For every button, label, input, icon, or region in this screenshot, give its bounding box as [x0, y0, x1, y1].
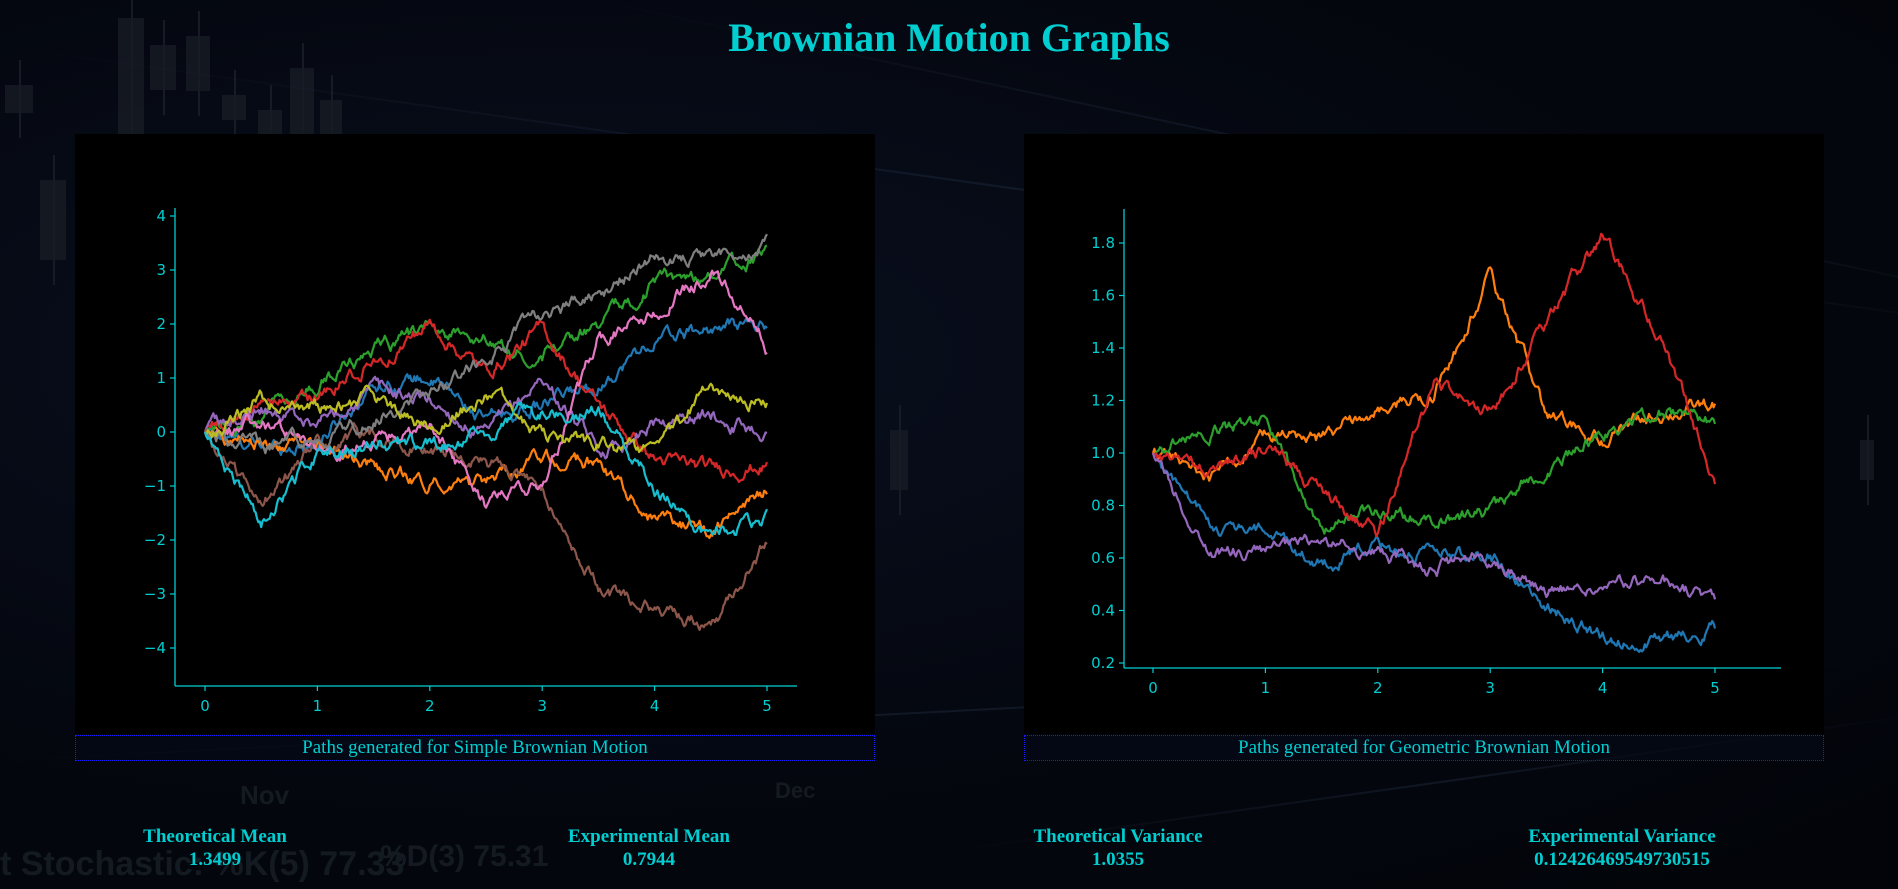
x-tick-label: 2	[1373, 679, 1383, 697]
x-tick-label: 5	[1710, 679, 1720, 697]
theoretical-variance-stat: Theoretical Variance 1.0355	[1033, 826, 1202, 872]
simple-brownian-panel: −4 −3 −2 −1 0 1 2 3 4 0 1 2 3 4 5 Paths generated for …	[75, 134, 875, 761]
geometric-brownian-panel: 0.2 0.4 0.6 0.8 1.0 1.2 1.4 1.6 1.8 0 1 2 3 4 5 Paths …	[1024, 134, 1824, 761]
chart-series	[203, 233, 769, 631]
page-title: Brownian Motion Graphs	[728, 15, 1170, 60]
x-tick-label: 4	[650, 697, 660, 715]
theoretical-mean-stat: Theoretical Mean 1.3499	[143, 826, 287, 872]
x-tick-label: 1	[313, 697, 323, 715]
series-line-7	[203, 269, 768, 509]
y-tick-label: 4	[156, 207, 166, 225]
x-tick-label: 2	[425, 697, 435, 715]
experimental-mean-stat: Experimental Mean 0.7944	[568, 826, 730, 872]
experimental-mean-label: Experimental Mean	[567, 826, 731, 847]
y-tick-label: 0.2	[1091, 654, 1115, 672]
y-tick-label: 1	[156, 369, 166, 387]
simple-brownian-motion-chart: −4 −3 −2 −1 0 1 2 3 4 0 1 2 3 4 5	[75, 134, 875, 734]
series-line-4	[203, 318, 769, 483]
y-tick-label: 1.4	[1091, 339, 1115, 357]
experimental-variance-value: 0.12426469549730515	[1534, 849, 1710, 870]
y-tick-label: 1.0	[1091, 444, 1115, 462]
experimental-variance-label: Experimental Variance	[1528, 826, 1716, 847]
series-line-4	[1151, 232, 1717, 538]
y-tick-label: 0	[156, 423, 166, 441]
y-tick-label: −1	[144, 477, 166, 495]
chart-axes: 0.2 0.4 0.6 0.8 1.0 1.2 1.4 1.6 1.8 0 1 2 3 4 5	[1091, 209, 1781, 697]
series-line-5	[1151, 452, 1717, 600]
x-tick-label: 0	[200, 697, 210, 715]
experimental-variance-stat: Experimental Variance 0.1242646954973051…	[1528, 826, 1715, 872]
theoretical-variance-value: 1.0355	[1091, 849, 1145, 870]
x-tick-label: 1	[1261, 679, 1271, 697]
series-line-3	[1151, 407, 1717, 535]
theoretical-variance-label: Theoretical Variance	[1033, 826, 1203, 847]
theoretical-mean-value: 1.3499	[188, 849, 242, 870]
y-tick-label: 1.2	[1091, 392, 1115, 410]
y-tick-label: 0.8	[1091, 497, 1115, 515]
series-line-9	[204, 382, 769, 454]
series-line-10	[203, 401, 768, 536]
x-tick-label: 4	[1598, 679, 1608, 697]
series-line-5	[203, 375, 768, 460]
x-tick-label: 5	[762, 697, 772, 715]
series-line-8	[203, 233, 768, 455]
y-tick-label: −3	[144, 585, 166, 603]
chart-series	[1151, 232, 1717, 654]
geometric-brownian-motion-chart: 0.2 0.4 0.6 0.8 1.0 1.2 1.4 1.6 1.8 0 1 2 3 4 5	[1024, 134, 1824, 734]
series-line-1	[1152, 449, 1717, 654]
series-line-6	[204, 422, 768, 631]
series-line-2	[1151, 266, 1717, 482]
y-tick-label: −4	[144, 639, 166, 657]
experimental-mean-value: 0.7944	[622, 849, 676, 870]
theoretical-mean-label: Theoretical Mean	[143, 826, 287, 847]
y-tick-label: 2	[156, 315, 166, 333]
simple-brownian-caption: Paths generated for Simple Brownian Moti…	[75, 735, 875, 761]
y-tick-label: 1.6	[1091, 287, 1115, 305]
chart-axes: −4 −3 −2 −1 0 1 2 3 4 0 1 2 3 4 5	[144, 207, 797, 715]
x-tick-label: 3	[1485, 679, 1495, 697]
y-tick-label: 1.8	[1091, 234, 1115, 252]
y-tick-label: −2	[144, 531, 166, 549]
y-tick-label: 3	[156, 261, 166, 279]
x-tick-label: 0	[1148, 679, 1158, 697]
y-tick-label: 0.6	[1091, 549, 1115, 567]
x-tick-label: 3	[537, 697, 547, 715]
y-tick-label: 0.4	[1091, 602, 1115, 620]
geometric-brownian-caption: Paths generated for Geometric Brownian M…	[1024, 735, 1824, 761]
